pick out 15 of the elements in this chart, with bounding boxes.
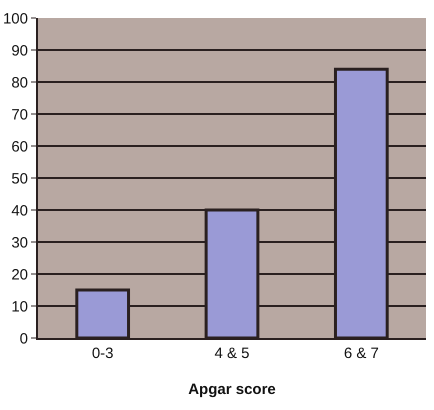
y-tick-label: 20 (11, 266, 28, 284)
y-tick-label: 40 (11, 202, 28, 220)
y-tick-label: 80 (11, 74, 28, 92)
y-tick-label: 10 (11, 298, 28, 316)
y-tick-label: 30 (11, 234, 28, 252)
y-tick-label: 60 (11, 138, 28, 156)
y-tick-label: 70 (11, 106, 28, 124)
x-tick-label: 0-3 (92, 345, 114, 362)
x-axis-title: Apgar score (188, 381, 276, 398)
x-tick-label: 6 & 7 (344, 345, 379, 362)
y-tick-label: 0 (20, 330, 28, 348)
x-tick-label: 4 & 5 (214, 345, 250, 362)
y-tick-label: 90 (11, 42, 28, 60)
y-tick-label: 50 (11, 170, 28, 188)
y-tick-label: 100 (2, 10, 28, 28)
